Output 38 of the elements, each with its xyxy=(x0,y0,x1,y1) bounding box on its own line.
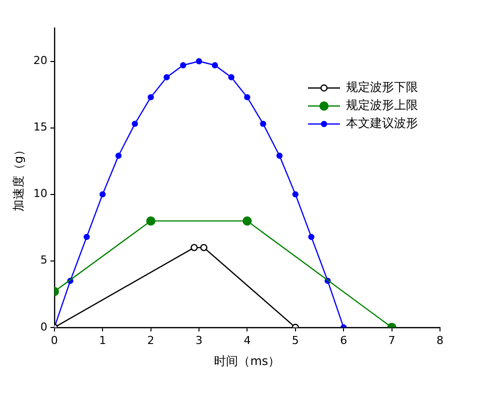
point xyxy=(180,62,186,68)
point xyxy=(242,216,252,226)
y-axis-title: 加速度（g） xyxy=(11,144,26,212)
point xyxy=(190,244,198,252)
legend-label: 规定波形上限 xyxy=(346,98,418,112)
point xyxy=(244,94,250,100)
point xyxy=(164,74,170,80)
x-tick-label: 4 xyxy=(244,334,251,347)
point xyxy=(276,152,283,159)
x-tick-label: 3 xyxy=(196,334,202,347)
legend-label: 规定波形下限 xyxy=(346,80,418,94)
y-tick-label: 0 xyxy=(40,320,48,334)
point xyxy=(84,234,90,240)
point xyxy=(115,152,122,159)
x-tick-label: 8 xyxy=(436,334,444,347)
x-tick-label: 0 xyxy=(50,334,58,347)
y-tick-label: 20 xyxy=(33,54,48,68)
x-tick-label: 2 xyxy=(147,334,154,347)
point xyxy=(308,234,314,240)
point xyxy=(146,216,156,226)
point xyxy=(260,120,266,127)
point xyxy=(212,62,218,68)
point xyxy=(148,94,154,100)
point xyxy=(228,74,234,80)
point xyxy=(196,58,202,64)
x-tick-label: 6 xyxy=(340,334,348,347)
y-tick-label: 5 xyxy=(40,254,48,267)
y-tick-label: 10 xyxy=(33,187,48,200)
legend-label: 本文建议波形 xyxy=(346,116,418,130)
y-tick-label: 15 xyxy=(33,120,48,134)
x-tick-label: 5 xyxy=(292,334,299,347)
point xyxy=(292,191,298,198)
point xyxy=(200,244,208,252)
point xyxy=(132,120,138,127)
point xyxy=(100,191,106,198)
x-tick-label: 1 xyxy=(99,334,106,347)
x-axis-title: 时间（ms） xyxy=(214,354,280,368)
x-tick-label: 7 xyxy=(388,334,396,347)
